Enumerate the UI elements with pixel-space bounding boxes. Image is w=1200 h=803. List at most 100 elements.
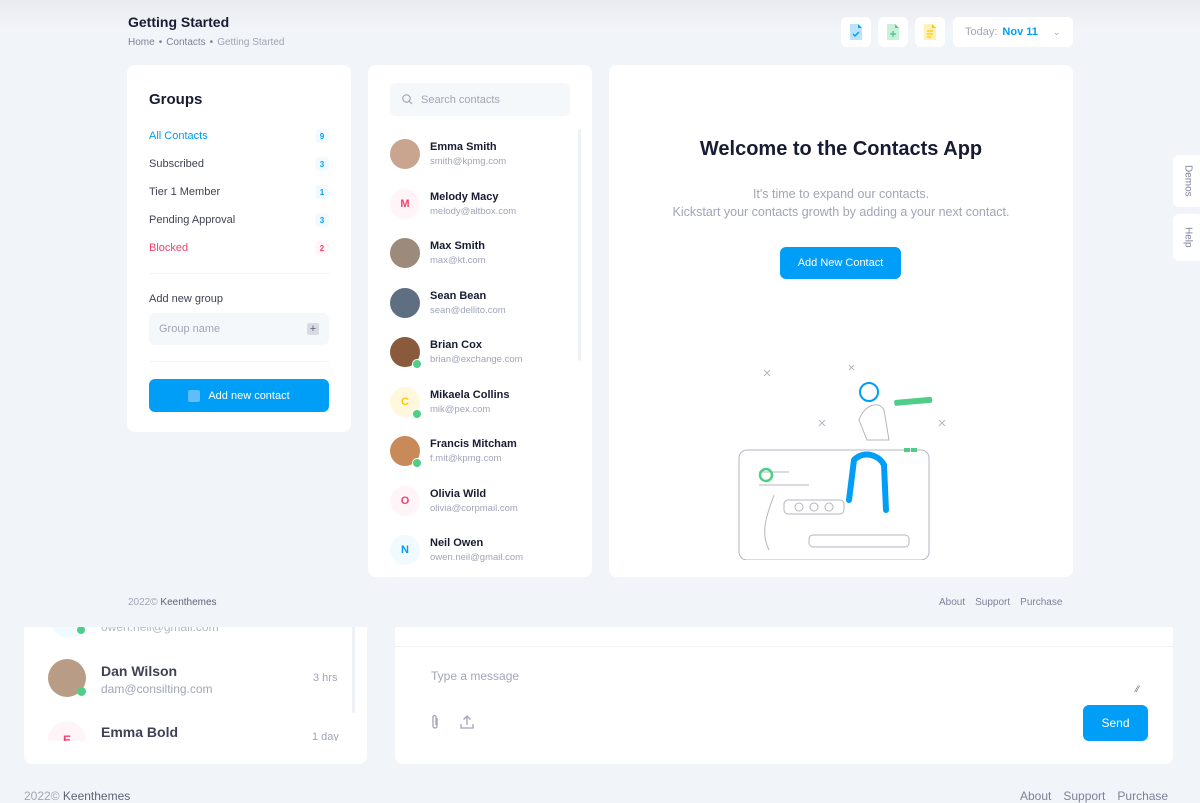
file-text-icon <box>924 24 936 40</box>
scrollbar[interactable] <box>578 129 581 361</box>
paperclip-icon[interactable] <box>430 714 440 733</box>
group-name-input[interactable]: Group name + <box>149 313 329 345</box>
file-text-button[interactable] <box>915 17 945 47</box>
contact-email: melody@altbox.com <box>430 205 517 217</box>
online-indicator <box>412 408 422 419</box>
search-placeholder: Search contacts <box>421 93 500 106</box>
group-label: Tier 1 Member <box>149 186 221 198</box>
support-link[interactable]: Support <box>975 597 1011 608</box>
message-card: Type a message ⁄⁄ Send <box>395 600 1173 764</box>
contact-email: mik@pex.com <box>430 403 491 415</box>
contact-item[interactable]: Sean Bean sean@dellito.com <box>390 287 506 318</box>
file-check-button[interactable] <box>841 17 871 47</box>
add-new-contact-cta[interactable]: Add New Contact <box>780 247 901 279</box>
count-badge: 3 <box>315 157 329 171</box>
contact-item[interactable]: Emma Smith smith@kpmg.com <box>390 139 506 169</box>
welcome-line-1: It's time to expand our contacts. <box>752 187 930 201</box>
page-title: Getting Started <box>128 14 230 30</box>
group-all-contacts[interactable]: All Contacts 9 <box>149 129 329 143</box>
contact-name: Sean Bean <box>430 289 487 302</box>
contact-book-icon <box>188 389 201 402</box>
search-input[interactable]: Search contacts <box>390 83 570 116</box>
contact-item[interactable]: C Mikaela Collins mik@pex.com <box>390 386 509 419</box>
contact-item[interactable]: Max Smith max@kt.com <box>390 238 486 268</box>
avatar <box>390 436 422 468</box>
count-badge: 2 <box>315 241 329 255</box>
group-label: Blocked <box>149 242 189 254</box>
avatar: C <box>390 386 422 419</box>
about-link[interactable]: About <box>1020 789 1052 803</box>
welcome-line-2: Kickstart your contacts growth by adding… <box>672 205 1010 219</box>
contact-name: Olivia Wild <box>430 487 487 500</box>
brand-link[interactable]: Keenthemes <box>160 597 217 608</box>
contact-name: Neil Owen <box>430 537 484 549</box>
resize-handle-icon[interactable]: ⁄⁄ <box>1136 684 1140 694</box>
today-value: Nov 11 <box>1002 26 1038 38</box>
demos-tab[interactable]: Demos <box>1173 155 1200 207</box>
back-footer-links: About Support Purchase <box>1020 789 1168 803</box>
online-dot <box>77 626 85 634</box>
file-check-icon <box>850 24 862 40</box>
group-pending-approval[interactable]: Pending Approval 3 <box>149 213 329 227</box>
avatar: N <box>390 535 420 565</box>
breadcrumb: Home • Contacts • Getting Started <box>128 37 285 48</box>
file-add-button[interactable] <box>878 17 908 47</box>
contact-item[interactable]: M Melody Macy melody@altbox.com <box>390 188 517 219</box>
contact-email: owen.neil@gmail.com <box>430 552 524 563</box>
help-tab[interactable]: Help <box>1173 214 1200 261</box>
contact-email: smith@kpmg.com <box>430 156 507 167</box>
group-name-placeholder: Group name <box>159 323 221 335</box>
contact-email: f.mit@kpmg.com <box>430 453 502 464</box>
avatar: M <box>390 188 420 219</box>
chat-item[interactable]: Dan Wilson dam@consilting.com 3 hrs <box>48 659 348 701</box>
avatar <box>390 287 420 318</box>
add-group-label: Add new group <box>149 293 223 305</box>
group-subscribed[interactable]: Subscribed 3 <box>149 157 329 171</box>
file-add-icon <box>887 24 899 40</box>
count-badge: 9 <box>315 129 329 143</box>
online-dot <box>77 687 86 696</box>
group-tier-1-member[interactable]: Tier 1 Member 1 <box>149 185 329 199</box>
footer-copyright: 2022© Keenthemes <box>128 597 217 608</box>
online-indicator <box>412 458 422 468</box>
add-new-contact-label: Add new contact <box>208 389 290 402</box>
contact-item[interactable]: Brian Cox brian@exchange.com <box>390 337 523 369</box>
chat-item[interactable]: E Emma Bold 1 day <box>48 721 348 741</box>
today-label: Today: <box>965 26 998 38</box>
contact-item[interactable]: O Olivia Wild olivia@corpmail.com <box>390 485 518 516</box>
time: 1 day <box>312 731 339 741</box>
contact-item[interactable]: Francis Mitcham f.mit@kpmg.com <box>390 436 517 468</box>
breadcrumb-contacts[interactable]: Contacts <box>166 37 206 48</box>
contacts-card: Search contacts Emma Smith smith@kpmg.com… <box>368 65 592 577</box>
scrollbar[interactable] <box>352 620 355 713</box>
groups-title: Groups <box>149 91 203 108</box>
plus-icon[interactable]: + <box>307 323 319 335</box>
date-picker[interactable]: Today: Nov 11 ⌄ <box>953 17 1073 47</box>
contact-name: Emma Smith <box>430 141 497 153</box>
about-link[interactable]: About <box>939 597 966 608</box>
upload-icon[interactable] <box>459 714 475 735</box>
message-input[interactable]: Type a message <box>431 669 520 683</box>
contact-name: Max Smith <box>430 240 486 252</box>
breadcrumb-current: Getting Started <box>217 37 285 48</box>
brand-link[interactable]: Keenthemes <box>62 789 131 803</box>
contact-name: Emma Bold <box>101 724 179 740</box>
contact-name: Francis Mitcham <box>430 438 517 450</box>
purchase-link[interactable]: Purchase <box>1117 789 1169 803</box>
contact-item[interactable]: N Neil Owen owen.neil@gmail.com <box>390 535 523 565</box>
avatar-initial: O <box>400 494 410 507</box>
purchase-link[interactable]: Purchase <box>1020 597 1063 608</box>
contact-email: dam@consilting.com <box>101 682 213 696</box>
add-new-contact-button[interactable]: Add new contact <box>149 379 329 412</box>
online-indicator <box>412 359 422 369</box>
support-link[interactable]: Support <box>1063 789 1106 803</box>
avatar-initial: C <box>401 395 409 408</box>
avatar <box>390 337 422 369</box>
avatar <box>390 139 420 169</box>
group-blocked[interactable]: Blocked 2 <box>149 241 329 255</box>
copyright-year: 2022© <box>128 597 158 608</box>
contact-email: max@kt.com <box>430 255 486 266</box>
send-button[interactable]: Send <box>1083 705 1148 741</box>
breadcrumb-home[interactable]: Home <box>128 37 155 48</box>
time: 3 hrs <box>313 672 338 684</box>
